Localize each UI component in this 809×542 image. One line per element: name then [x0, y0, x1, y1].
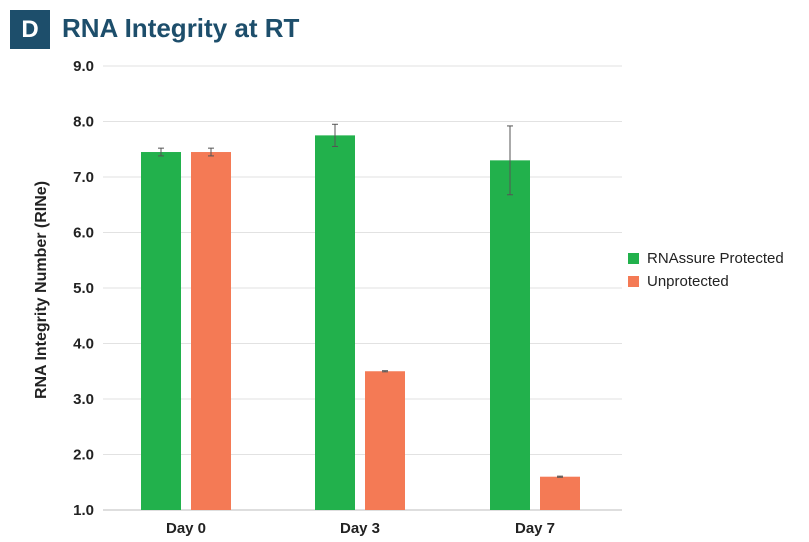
- bar-protected-day-3: [315, 135, 355, 510]
- chart-title: RNA Integrity at RT: [62, 13, 300, 43]
- legend-swatch-unprotected: [628, 275, 639, 287]
- y-axis-label: RNA Integrity Number (RINe): [33, 181, 50, 399]
- legend-label-unprotected: Unprotected: [647, 272, 729, 290]
- legend-swatch-protected: [628, 252, 639, 264]
- gridlines: [103, 65, 622, 511]
- y-tick-label: 7.0: [73, 169, 94, 186]
- bar-unprotected-day-3: [365, 371, 405, 510]
- y-tick-label: 6.0: [73, 225, 94, 242]
- x-tick-label: Day 0: [166, 520, 206, 537]
- y-tick-label: 9.0: [73, 58, 94, 75]
- x-tick-label: Day 7: [515, 520, 555, 537]
- legend: RNAssure Protected Unprotected: [628, 247, 784, 293]
- bar-unprotected-day-7: [540, 476, 580, 510]
- y-tick-label: 4.0: [73, 336, 94, 353]
- x-axis: Day 0 Day 3 Day 7: [166, 520, 555, 537]
- y-tick-label: 2.0: [73, 447, 94, 464]
- legend-label-protected: RNAssure Protected: [647, 249, 784, 267]
- bar-protected-day-7: [490, 160, 530, 510]
- bar-protected-day-0: [141, 152, 181, 510]
- error-bars: [158, 123, 563, 478]
- legend-item-protected: RNAssure Protected: [628, 247, 784, 269]
- panel-label-badge: D: [10, 10, 50, 49]
- y-tick-label: 8.0: [73, 114, 94, 131]
- legend-item-unprotected: Unprotected: [628, 270, 784, 292]
- y-tick-label: 1.0: [73, 502, 94, 519]
- bars: [141, 135, 580, 510]
- bar-unprotected-day-0: [191, 152, 231, 510]
- y-tick-label: 3.0: [73, 391, 94, 408]
- panel-label-text: D: [21, 15, 39, 43]
- y-tick-label: 5.0: [73, 280, 94, 297]
- y-axis: 1.0 2.0 3.0 4.0 5.0 6.0 7.0 8.0 9.0: [73, 58, 94, 519]
- x-tick-label: Day 3: [340, 520, 380, 537]
